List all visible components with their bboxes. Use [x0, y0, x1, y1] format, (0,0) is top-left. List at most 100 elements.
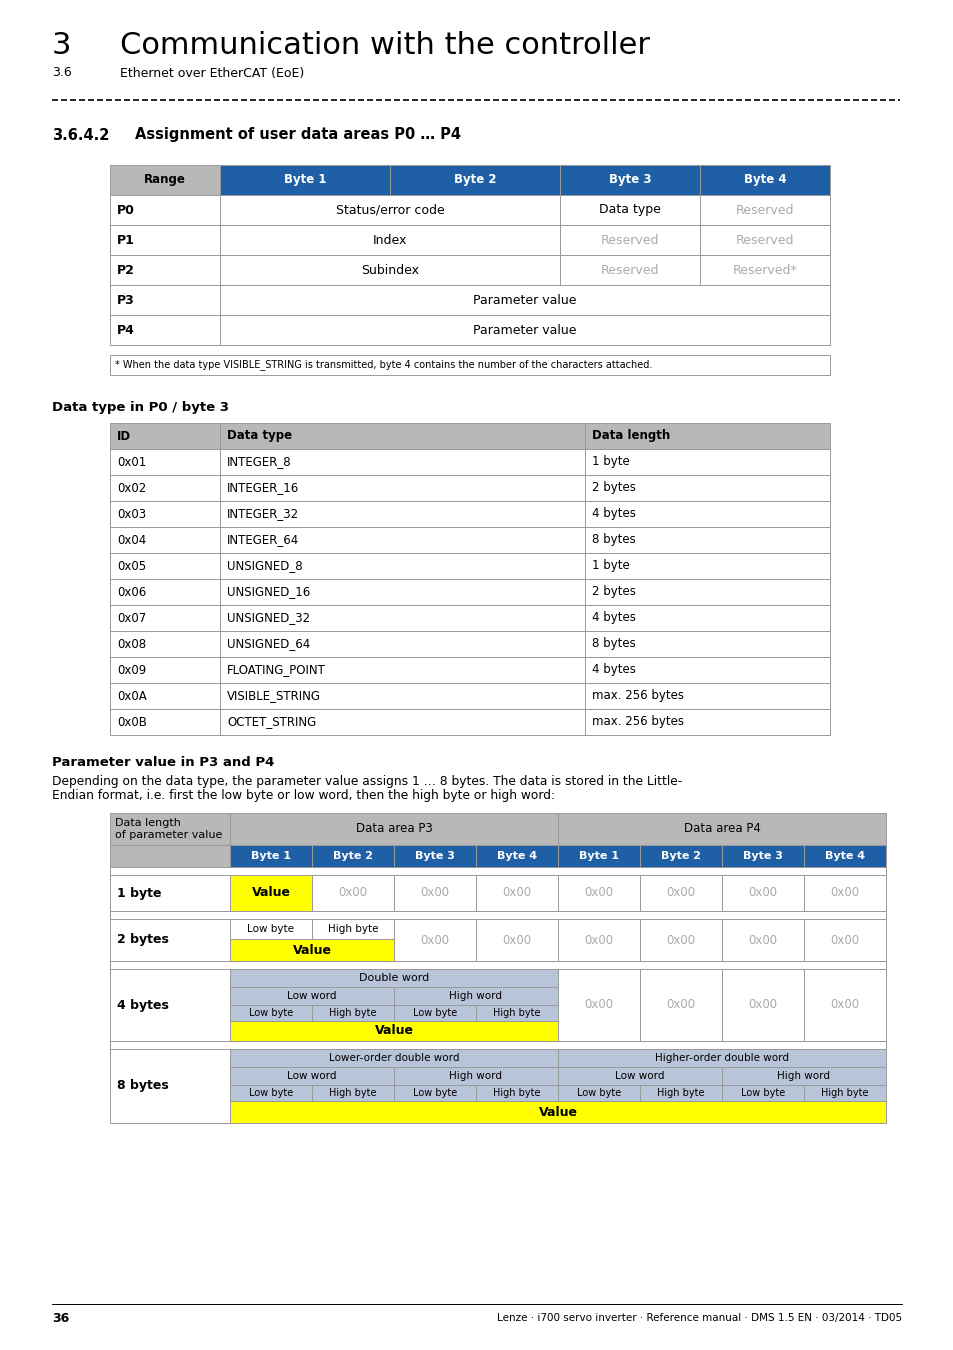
Text: Data length: Data length: [592, 429, 670, 443]
Text: * When the data type VISIBLE_STRING is transmitted, byte 4 contains the number o: * When the data type VISIBLE_STRING is t…: [115, 359, 652, 370]
Bar: [584, 475, 829, 501]
Text: High word: High word: [449, 991, 502, 1000]
Bar: [230, 969, 558, 987]
Bar: [220, 501, 584, 526]
Text: Value: Value: [252, 887, 291, 899]
Text: High byte: High byte: [329, 1088, 376, 1098]
Text: Byte 2: Byte 2: [454, 174, 496, 186]
Bar: [220, 194, 559, 225]
Bar: [110, 579, 220, 605]
Bar: [220, 554, 584, 579]
Bar: [220, 475, 584, 501]
Bar: [230, 1021, 558, 1041]
Text: Byte 4: Byte 4: [743, 174, 785, 186]
Text: 0x04: 0x04: [117, 533, 146, 547]
Text: 0x00: 0x00: [420, 933, 449, 946]
Text: Reserved*: Reserved*: [732, 263, 797, 277]
Text: 0x03: 0x03: [117, 508, 146, 521]
Bar: [110, 709, 220, 734]
Bar: [110, 501, 220, 526]
Bar: [230, 987, 394, 1004]
Bar: [721, 845, 803, 867]
Text: Low word: Low word: [287, 991, 336, 1000]
Bar: [700, 194, 829, 225]
Text: P3: P3: [117, 293, 134, 306]
Text: Status/error code: Status/error code: [335, 204, 444, 216]
Text: Byte 1: Byte 1: [578, 850, 618, 861]
Bar: [110, 867, 885, 875]
Bar: [584, 709, 829, 734]
Bar: [110, 255, 220, 285]
Bar: [721, 969, 803, 1041]
Bar: [584, 526, 829, 554]
Bar: [220, 225, 559, 255]
Bar: [110, 194, 220, 225]
Bar: [559, 194, 700, 225]
Bar: [230, 940, 394, 961]
Text: Reserved: Reserved: [600, 263, 659, 277]
Text: Endian format, i.e. first the low byte or low word, then the high byte or high w: Endian format, i.e. first the low byte o…: [52, 790, 555, 802]
Text: ID: ID: [117, 429, 131, 443]
Text: Lower-order double word: Lower-order double word: [329, 1053, 458, 1062]
Text: of parameter value: of parameter value: [115, 830, 222, 840]
Bar: [803, 875, 885, 911]
Text: 4 bytes: 4 bytes: [117, 999, 169, 1011]
Text: Index: Index: [373, 234, 407, 247]
Text: P0: P0: [117, 204, 134, 216]
Text: UNSIGNED_16: UNSIGNED_16: [227, 586, 310, 598]
Text: Communication with the controller: Communication with the controller: [120, 31, 649, 59]
Bar: [803, 919, 885, 961]
Bar: [220, 709, 584, 734]
Bar: [110, 605, 220, 630]
Text: INTEGER_8: INTEGER_8: [227, 455, 292, 468]
Text: Assignment of user data areas P0 … P4: Assignment of user data areas P0 … P4: [135, 127, 460, 143]
Text: 2 bytes: 2 bytes: [592, 482, 636, 494]
Text: INTEGER_32: INTEGER_32: [227, 508, 299, 521]
Bar: [476, 1085, 558, 1102]
Bar: [700, 225, 829, 255]
Bar: [110, 875, 230, 911]
Text: High byte: High byte: [328, 923, 377, 934]
Text: Byte 2: Byte 2: [660, 850, 700, 861]
Text: High byte: High byte: [821, 1088, 868, 1098]
Bar: [110, 355, 829, 375]
Text: Value: Value: [375, 1025, 413, 1038]
Bar: [700, 165, 829, 194]
Text: Data type: Data type: [227, 429, 292, 443]
Text: 0x00: 0x00: [748, 887, 777, 899]
Bar: [558, 813, 885, 845]
Text: 1 byte: 1 byte: [592, 559, 629, 572]
Bar: [110, 450, 220, 475]
Bar: [584, 630, 829, 657]
Text: 4 bytes: 4 bytes: [592, 612, 636, 625]
Bar: [110, 845, 230, 867]
Text: INTEGER_64: INTEGER_64: [227, 533, 299, 547]
Bar: [220, 683, 584, 709]
Bar: [721, 1085, 803, 1102]
Bar: [312, 875, 394, 911]
Bar: [559, 165, 700, 194]
Bar: [230, 1066, 394, 1085]
Bar: [110, 911, 885, 919]
Bar: [220, 605, 584, 630]
Text: Data type in P0 / byte 3: Data type in P0 / byte 3: [52, 401, 229, 413]
Bar: [230, 1049, 558, 1066]
Text: 0x09: 0x09: [117, 663, 146, 676]
Text: High word: High word: [449, 1071, 502, 1081]
Bar: [110, 919, 230, 961]
Text: P2: P2: [117, 263, 134, 277]
Bar: [220, 285, 829, 315]
Bar: [110, 554, 220, 579]
Text: 0x00: 0x00: [666, 887, 695, 899]
Bar: [584, 554, 829, 579]
Bar: [584, 657, 829, 683]
Bar: [230, 875, 312, 911]
Bar: [639, 1085, 721, 1102]
Bar: [639, 845, 721, 867]
Text: max. 256 bytes: max. 256 bytes: [592, 690, 683, 702]
Bar: [584, 450, 829, 475]
Text: P1: P1: [117, 234, 134, 247]
Text: Reserved: Reserved: [600, 234, 659, 247]
Text: Low byte: Low byte: [247, 923, 294, 934]
Text: Ethernet over EtherCAT (EoE): Ethernet over EtherCAT (EoE): [120, 66, 304, 80]
